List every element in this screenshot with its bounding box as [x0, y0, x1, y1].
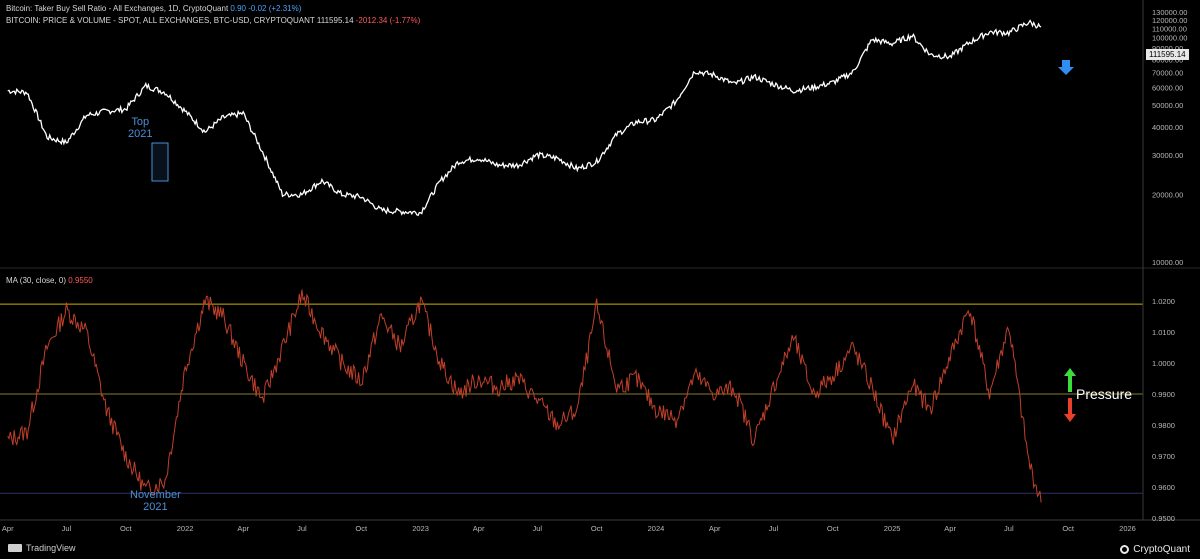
price-tick-label: 90000.00	[1152, 44, 1183, 53]
header-change-2: -2012.34 (-1.77%)	[355, 16, 421, 25]
header-change-1: -0.02 (+2.31%)	[248, 4, 302, 13]
time-tick-label: Jul	[769, 524, 779, 533]
price-tick-label: 130000.00	[1152, 8, 1187, 17]
top-year-label: 2021	[128, 128, 153, 140]
time-tick-label: 2023	[412, 524, 429, 533]
lower-pane-label: MA (30, close, 0) 0.9550	[6, 276, 93, 285]
price-tick-label: 120000.00	[1152, 16, 1187, 25]
time-tick-label: 2022	[177, 524, 194, 533]
price-tick-label: 30000.00	[1152, 151, 1183, 160]
ma-title: MA (30, close, 0)	[6, 276, 67, 285]
time-tick-label: 2026	[1119, 524, 1136, 533]
price-tick-label: 60000.00	[1152, 83, 1183, 92]
time-tick-label: Jul	[297, 524, 307, 533]
header-title-2: BITCOIN: PRICE & VOLUME - SPOT, ALL EXCH…	[6, 16, 315, 25]
cryptoquant-label: CryptoQuant	[1133, 544, 1190, 555]
time-tick-label: Oct	[355, 524, 368, 533]
price-tick-label: 50000.00	[1152, 101, 1183, 110]
top-label: Top	[131, 116, 150, 128]
price-tick-label: 70000.00	[1152, 68, 1183, 77]
time-tick-label: Apr	[473, 524, 485, 533]
header-value-2: 111595.14	[316, 16, 354, 25]
time-tick-label: Oct	[1062, 524, 1075, 533]
ratio-tick-label: 0.9800	[1152, 421, 1175, 430]
tradingview-label: TradingView	[26, 543, 76, 553]
ratio-series-line	[7, 289, 1042, 503]
arrow-down-icon	[1064, 398, 1076, 422]
time-tick-label: 2025	[884, 524, 901, 533]
tradingview-icon	[8, 544, 22, 552]
time-tick-label: Jul	[533, 524, 543, 533]
ratio-pane	[0, 289, 1143, 503]
time-tick-label: Oct	[120, 524, 133, 533]
tradingview-logo: TradingView	[8, 543, 76, 553]
axes: 130000.00120000.00110000.00100000.009000…	[0, 0, 1200, 533]
time-tick-label: 2024	[648, 524, 665, 533]
ratio-tick-label: 1.0100	[1152, 328, 1175, 337]
header-line-1: Bitcoin: Taker Buy Sell Ratio - All Exch…	[6, 4, 301, 13]
cryptoquant-logo: CryptoQuant	[1120, 544, 1190, 555]
arrow-up-icon	[1064, 368, 1076, 392]
time-tick-label: Jul	[1004, 524, 1014, 533]
time-tick-label: Apr	[944, 524, 956, 533]
last-price-tag: 111595.14	[1146, 49, 1189, 60]
pressure-label: Pressure	[1076, 386, 1133, 402]
price-pane	[7, 19, 1074, 217]
header-line-2: BITCOIN: PRICE & VOLUME - SPOT, ALL EXCH…	[6, 16, 420, 25]
time-tick-label: Apr	[237, 524, 249, 533]
november-year-label: 2021	[143, 501, 168, 513]
ma-value: 0.9550	[68, 276, 93, 285]
header-title-1: Bitcoin: Taker Buy Sell Ratio - All Exch…	[6, 4, 229, 13]
time-tick-label: Oct	[827, 524, 840, 533]
time-tick-label: Jul	[62, 524, 72, 533]
november-label: November	[130, 489, 181, 501]
price-series-line	[7, 19, 1042, 217]
top-2021-box	[151, 142, 169, 182]
ratio-tick-label: 0.9500	[1152, 514, 1175, 523]
price-tick-label: 40000.00	[1152, 123, 1183, 132]
ratio-tick-label: 0.9900	[1152, 390, 1175, 399]
price-tick-label: 20000.00	[1152, 190, 1183, 199]
down-arrow-icon	[1058, 60, 1074, 75]
ratio-tick-label: 0.9600	[1152, 483, 1175, 492]
ratio-tick-label: 1.0200	[1152, 297, 1175, 306]
time-tick-label: Oct	[591, 524, 604, 533]
ratio-tick-label: 0.9700	[1152, 452, 1175, 461]
top-2021-annotation: Top 2021	[128, 116, 152, 140]
ratio-tick-label: 1.0000	[1152, 359, 1175, 368]
header-value-1: 0.90	[230, 4, 246, 13]
price-tick-label: 10000.00	[1152, 258, 1183, 267]
price-tick-label: 100000.00	[1152, 34, 1187, 43]
time-tick-label: Apr	[2, 524, 14, 533]
november-2021-annotation: November 2021	[130, 489, 181, 513]
time-tick-label: Apr	[709, 524, 721, 533]
cryptoquant-icon	[1120, 545, 1130, 554]
price-tick-label: 110000.00	[1152, 24, 1187, 33]
